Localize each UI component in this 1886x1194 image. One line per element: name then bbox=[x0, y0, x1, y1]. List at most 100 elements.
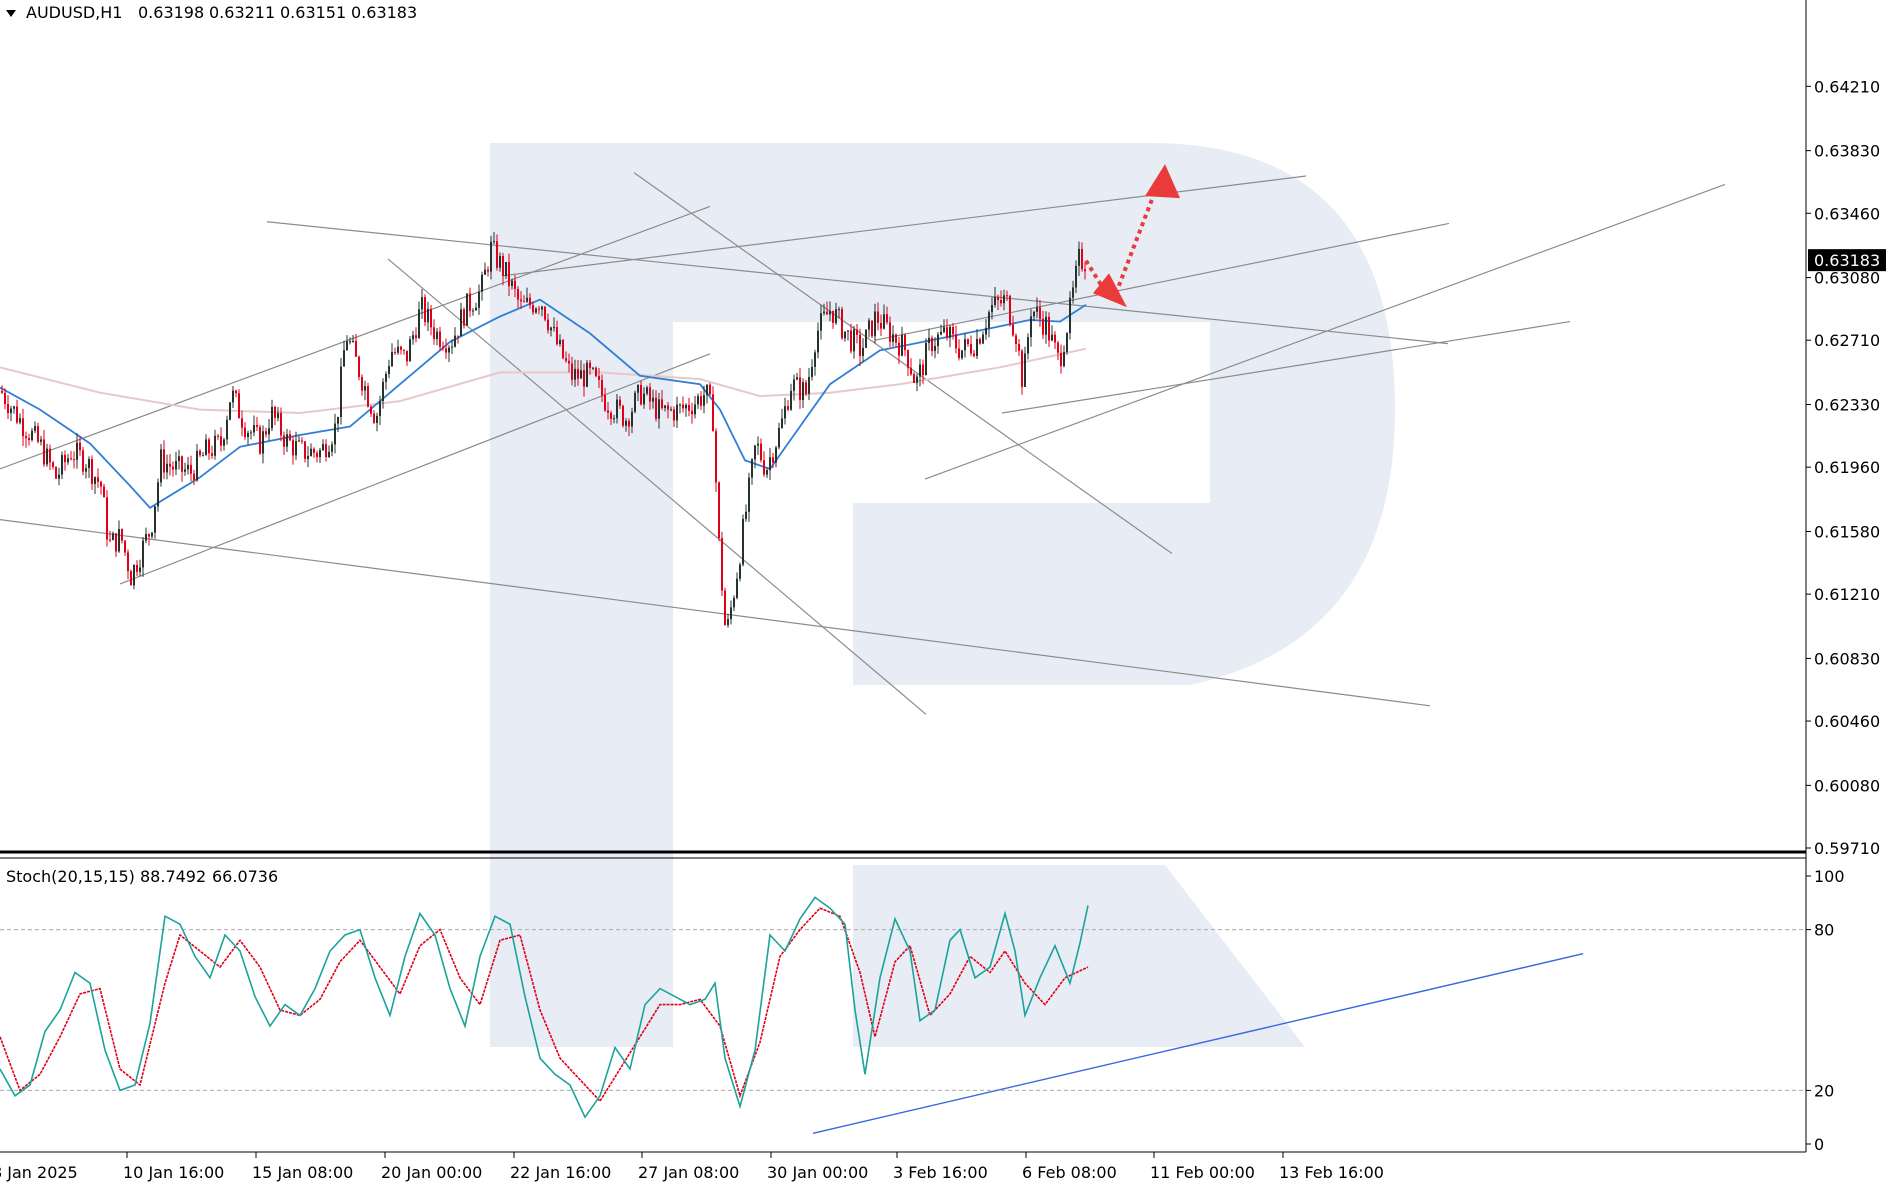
candle-body bbox=[1003, 295, 1005, 304]
candle-body bbox=[805, 382, 807, 394]
candle-body bbox=[589, 362, 591, 369]
candle-body bbox=[220, 436, 222, 446]
candle-body bbox=[976, 339, 978, 357]
moving-averages bbox=[0, 298, 1087, 509]
candle-body bbox=[820, 313, 822, 331]
indicator-label: Stoch(20,15,15) bbox=[6, 867, 135, 886]
candle-body bbox=[685, 404, 687, 409]
close-value: 0.63183 bbox=[351, 3, 417, 22]
candle-body bbox=[916, 376, 918, 383]
candle-body bbox=[343, 350, 345, 367]
candle-body bbox=[19, 418, 21, 423]
time-tick-label: 11 Feb 00:00 bbox=[1150, 1163, 1255, 1182]
candle-body bbox=[979, 339, 981, 344]
candle-body bbox=[118, 529, 120, 552]
candle-body bbox=[400, 346, 402, 350]
candle-body bbox=[934, 346, 936, 352]
candle-body bbox=[136, 565, 138, 572]
candle-body bbox=[1072, 287, 1074, 298]
candle-body bbox=[391, 352, 393, 367]
candle-body bbox=[853, 329, 855, 352]
candle-body bbox=[757, 443, 759, 446]
candle-body bbox=[682, 404, 684, 409]
candle-body bbox=[970, 344, 972, 354]
current-price-label: 0.63183 bbox=[1814, 251, 1880, 270]
candle-body bbox=[151, 532, 153, 537]
candle-body bbox=[121, 529, 123, 541]
candle-body bbox=[415, 335, 417, 339]
candle-body bbox=[379, 401, 381, 416]
candle-body bbox=[268, 428, 270, 435]
candle-body bbox=[274, 406, 276, 418]
candle-body bbox=[493, 241, 495, 243]
forecast-arrow bbox=[1084, 164, 1180, 308]
candle-body bbox=[577, 368, 579, 379]
candle-body bbox=[748, 477, 750, 512]
candle-body bbox=[832, 310, 834, 323]
arrow-up-segment bbox=[1114, 193, 1156, 294]
candle-body bbox=[421, 297, 423, 310]
candle-body bbox=[1060, 352, 1062, 367]
candle-body bbox=[160, 449, 162, 483]
candle-body bbox=[955, 334, 957, 349]
candle-body bbox=[910, 367, 912, 375]
low-value: 0.63151 bbox=[280, 3, 346, 22]
candle-body bbox=[211, 453, 213, 456]
candle-body bbox=[532, 305, 534, 313]
arrow-down-segment bbox=[1084, 259, 1107, 293]
candle-body bbox=[199, 450, 201, 456]
candle-body bbox=[46, 448, 48, 465]
candle-body bbox=[394, 352, 396, 354]
candle-body bbox=[718, 482, 720, 539]
candle-body bbox=[262, 431, 264, 454]
candle-body bbox=[496, 241, 498, 268]
candle-body bbox=[706, 384, 708, 396]
candle-body bbox=[451, 346, 453, 348]
candle-body bbox=[730, 607, 732, 620]
candle-body bbox=[940, 331, 942, 335]
time-tick-label: 15 Jan 08:00 bbox=[252, 1163, 353, 1182]
candle-body bbox=[649, 387, 651, 402]
price-tick-label: 0.61580 bbox=[1814, 522, 1880, 541]
candle-body bbox=[358, 356, 360, 378]
candle-body bbox=[271, 406, 273, 429]
candle-body bbox=[559, 339, 561, 345]
candle-body bbox=[1075, 265, 1077, 288]
candle-body bbox=[775, 447, 777, 463]
candle-body bbox=[598, 376, 600, 380]
candle-body bbox=[943, 327, 945, 332]
price-tick-label: 0.63460 bbox=[1814, 204, 1880, 223]
trendline-6 bbox=[874, 222, 1450, 341]
candle-body bbox=[4, 392, 6, 405]
candle-body bbox=[1033, 311, 1035, 317]
candle-body bbox=[184, 469, 186, 472]
candle-body bbox=[637, 384, 639, 393]
candle-body bbox=[670, 409, 672, 411]
candle-body bbox=[97, 477, 99, 482]
candle-body bbox=[373, 413, 375, 423]
candle-body bbox=[742, 519, 744, 565]
candle-body bbox=[475, 307, 477, 311]
candle-body bbox=[94, 477, 96, 484]
candle-body bbox=[148, 534, 150, 537]
candle-body bbox=[100, 481, 102, 487]
candle-body bbox=[928, 337, 930, 343]
candle-body bbox=[13, 406, 15, 409]
candle-body bbox=[403, 349, 405, 351]
candle-body bbox=[595, 367, 597, 377]
candle-body bbox=[1066, 333, 1068, 352]
candle-body bbox=[406, 350, 408, 362]
candle-body bbox=[277, 413, 279, 418]
candle-body bbox=[1039, 307, 1041, 319]
candle-body bbox=[781, 418, 783, 428]
candle-body bbox=[547, 319, 549, 331]
candle-body bbox=[7, 404, 9, 414]
dropdown-triangle-icon[interactable] bbox=[6, 10, 16, 17]
candle-body bbox=[163, 449, 165, 473]
candle-body bbox=[295, 441, 297, 456]
candle-body bbox=[583, 370, 585, 387]
candle-body bbox=[733, 597, 735, 608]
high-value: 0.63211 bbox=[209, 3, 275, 22]
candle-body bbox=[256, 425, 258, 427]
